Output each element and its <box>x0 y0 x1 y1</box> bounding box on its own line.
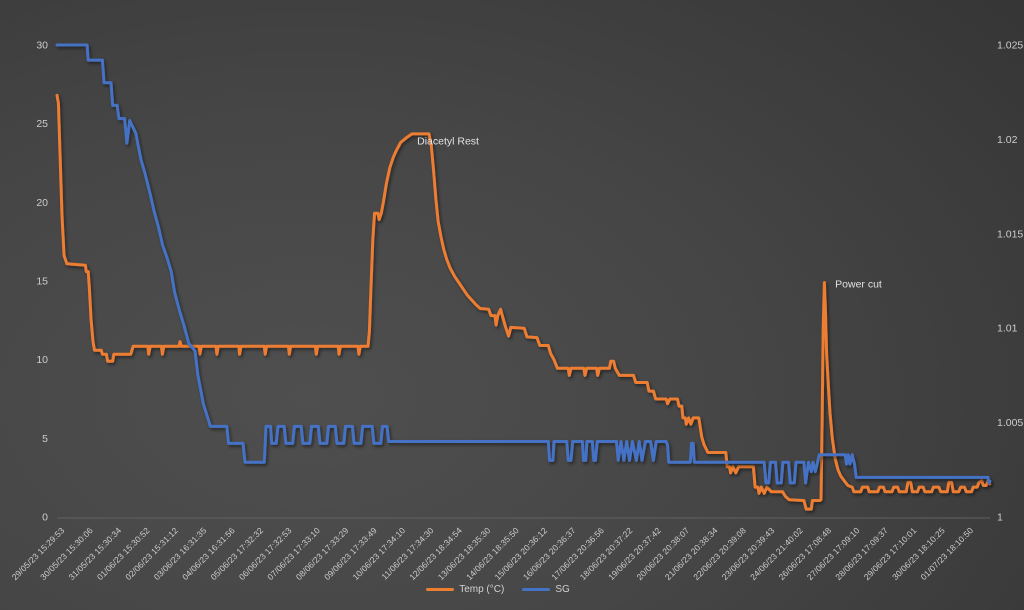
x-axis-tick-label: 14/06/23 18:35:50 <box>464 525 521 582</box>
left-axis-tick-label: 10 <box>36 354 48 366</box>
x-axis-tick-label: 30/06/23 18:10:25 <box>890 525 947 582</box>
x-axis-tick-label: 28/06/23 17:09:37 <box>833 525 890 582</box>
right-axis-tick-label: 1.015 <box>997 228 1023 240</box>
x-axis-tick-label: 11/06/23 17:34:30 <box>379 525 435 581</box>
left-axis-tick-label: 15 <box>36 276 48 288</box>
x-axis-tick-label: 22/06/23 20:39:08 <box>691 525 748 582</box>
x-axis-tick-label: 31/05/23 15:30:34 <box>66 525 123 582</box>
x-axis-tick-label: 06/06/23 17:32:53 <box>237 525 294 582</box>
x-axis-tick-label: 26/06/23 17:08:48 <box>776 525 833 582</box>
right-axis-tick-label: 1.01 <box>997 323 1018 335</box>
x-axis-tick-label: 23/06/23 20:39:43 <box>720 525 777 582</box>
annotation-power-cut: Power cut <box>835 279 882 291</box>
legend-item-sg: SG <box>522 584 570 595</box>
x-axis-tick-label: 30/05/23 15:30:06 <box>38 525 95 582</box>
left-axis-tick-label: 25 <box>36 118 48 130</box>
x-axis-tick-label: 27/06/23 17:09:10 <box>805 525 862 582</box>
x-axis-tick-label: 12/06/23 18:34:54 <box>407 525 464 582</box>
x-axis-tick-label: 02/06/23 15:31:12 <box>123 525 180 582</box>
x-axis-tick-label: 07/06/23 17:33:10 <box>265 525 322 582</box>
x-axis-tick-label: 20/06/23 20:38:07 <box>634 525 691 582</box>
legend-item-temp: Temp (°C) <box>426 584 504 595</box>
x-axis-tick-label: 29/05/23 15:29:53 <box>10 525 67 582</box>
right-axis-tick-label: 1.02 <box>997 134 1018 146</box>
left-axis-tick-label: 20 <box>36 197 48 209</box>
x-axis-tick-label: 08/06/23 17:33:29 <box>294 525 351 582</box>
x-axis-tick-label: 01/06/23 15:30:52 <box>95 525 152 582</box>
temp-series-line <box>55 93 992 511</box>
x-axis-tick-label: 13/06/23 18:35:30 <box>436 525 493 582</box>
x-axis-tick-label: 21/06/23 20:38:34 <box>663 525 720 582</box>
x-axis-tick-label: 04/06/23 16:31:56 <box>180 525 237 582</box>
left-axis-labels: 0 5 10 15 20 25 30 <box>36 40 48 524</box>
sg-series-line <box>55 43 992 485</box>
x-axis-tick-label: 10/06/23 17:34:10 <box>350 525 407 582</box>
right-axis-tick-label: 1 <box>997 512 1003 524</box>
legend-label-temp: Temp (°C) <box>459 584 505 595</box>
legend-label-sg: SG <box>555 584 570 595</box>
left-axis-tick-label: 5 <box>42 433 48 445</box>
annotation-diacetyl-rest: Diacetyl Rest <box>417 135 479 147</box>
x-axis-tick-label: 05/06/23 17:32:32 <box>208 525 265 582</box>
right-axis-labels: 1 1.005 1.01 1.015 1.02 1.025 <box>997 40 1023 524</box>
x-axis-tick-label: 09/06/23 17:33:49 <box>322 525 379 582</box>
x-axis-tick-label: 29/06/23 17:10:01 <box>862 525 919 582</box>
x-axis-tick-label: 18/06/23 20:37:22 <box>578 525 635 582</box>
x-axis-tick-label: 24/06/23 21:40:02 <box>748 525 805 582</box>
chart-legend: Temp (°C) SG <box>0 584 1010 595</box>
right-axis-tick-label: 1.025 <box>997 40 1023 52</box>
x-axis-tick-label: 01/07/23 18:10:50 <box>918 525 975 582</box>
x-axis-tick-label: 03/06/23 16:31:35 <box>152 525 209 582</box>
x-axis-tick-label: 19/06/23 20:37:42 <box>606 525 663 582</box>
sg-line-swatch-icon <box>522 587 551 592</box>
x-axis-tick-label: 16/06/23 20:36:37 <box>521 525 578 582</box>
x-axis-tick-label: 15/06/23 20:36:12 <box>492 525 549 582</box>
left-axis-tick-label: 30 <box>36 40 48 52</box>
temp-line-swatch-icon <box>426 587 455 592</box>
right-axis-tick-label: 1.005 <box>997 417 1023 429</box>
x-axis-tick-label: 17/06/23 20:36:56 <box>549 525 606 582</box>
left-axis-tick-label: 0 <box>42 512 48 524</box>
